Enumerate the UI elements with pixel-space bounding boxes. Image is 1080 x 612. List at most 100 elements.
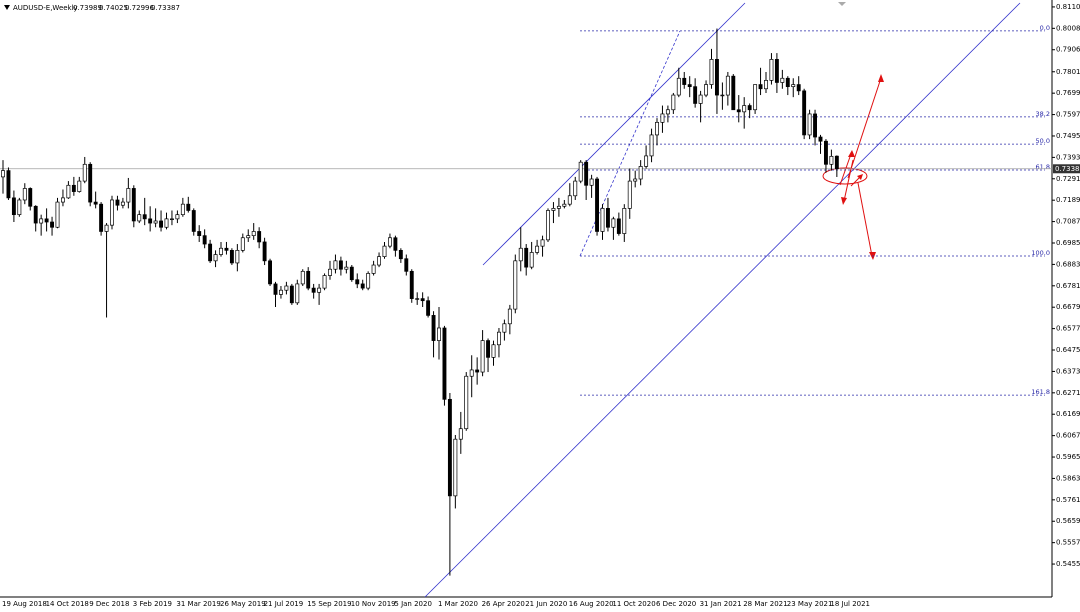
candle-body bbox=[698, 94, 703, 104]
candle-body bbox=[546, 210, 550, 241]
candle-body bbox=[475, 369, 480, 373]
candle-body bbox=[235, 249, 240, 264]
arrow bbox=[857, 182, 873, 257]
candle-body bbox=[388, 237, 392, 247]
candle-body bbox=[638, 166, 643, 180]
candle-body bbox=[573, 180, 578, 197]
candle-body bbox=[39, 218, 44, 224]
candle-body bbox=[437, 327, 441, 341]
candle-body bbox=[676, 77, 681, 96]
candle-body bbox=[273, 283, 278, 295]
candle-body bbox=[540, 239, 545, 247]
candle-body bbox=[262, 241, 267, 262]
candle-body bbox=[17, 199, 22, 216]
fib-label: 161.8 bbox=[1031, 388, 1050, 396]
candle-body bbox=[611, 218, 616, 228]
candle-body bbox=[213, 254, 218, 262]
candle-body bbox=[551, 208, 556, 211]
candle-body bbox=[333, 260, 338, 270]
candle-body bbox=[758, 84, 763, 90]
candle-body bbox=[453, 438, 458, 497]
shift-marker bbox=[838, 2, 846, 6]
candle-body bbox=[567, 195, 572, 205]
candle-body bbox=[584, 161, 589, 186]
candle-body bbox=[131, 188, 136, 222]
arrow bbox=[843, 159, 854, 202]
x-tick-label: 21 Jul 2019 bbox=[264, 600, 304, 608]
candle-body bbox=[665, 109, 670, 115]
candle-body bbox=[709, 59, 714, 85]
fib-label: 38.2 bbox=[1036, 110, 1050, 118]
candle-body bbox=[720, 94, 725, 97]
candle-body bbox=[823, 140, 828, 165]
price-box-label: 0.73387 bbox=[1055, 165, 1080, 173]
candle-body bbox=[431, 315, 436, 341]
candle-body bbox=[426, 300, 431, 316]
arrowhead bbox=[878, 74, 884, 82]
candle-body bbox=[769, 59, 774, 81]
candle-body bbox=[344, 266, 349, 270]
candle-body bbox=[633, 178, 638, 182]
candle-body bbox=[458, 428, 463, 440]
candle-body bbox=[66, 184, 71, 199]
candle-body bbox=[595, 178, 600, 232]
candle-body bbox=[447, 398, 452, 497]
x-tick-label: 1 Mar 2020 bbox=[438, 600, 478, 608]
candle-body bbox=[655, 121, 659, 136]
candle-body bbox=[208, 243, 213, 262]
candle-body bbox=[191, 210, 196, 232]
candle-body bbox=[649, 134, 654, 157]
candle-body bbox=[780, 77, 785, 83]
candle-body bbox=[1, 170, 5, 178]
candle-body bbox=[279, 289, 283, 295]
arrowhead bbox=[857, 174, 863, 180]
candle-body bbox=[524, 247, 529, 268]
candle-body bbox=[268, 260, 273, 285]
candle-body bbox=[622, 208, 627, 234]
candle-body bbox=[88, 163, 93, 203]
candle-body bbox=[159, 220, 163, 228]
fib-label: 0.0 bbox=[1040, 24, 1050, 32]
candle-body bbox=[791, 84, 796, 88]
candle-body bbox=[360, 283, 365, 289]
arrowhead bbox=[841, 197, 847, 205]
candle-body bbox=[616, 218, 621, 234]
symbol-label: AUDUSD-E,Weekly bbox=[13, 4, 78, 12]
candle-body bbox=[148, 218, 153, 224]
candle-body bbox=[295, 283, 300, 304]
candle-body bbox=[764, 80, 768, 90]
candle-body bbox=[77, 180, 82, 192]
x-tick-label: 21 Jun 2020 bbox=[525, 600, 567, 608]
candle-body bbox=[202, 235, 207, 245]
candle-body bbox=[497, 331, 501, 346]
candle-body bbox=[464, 375, 469, 430]
candle-body bbox=[796, 84, 801, 92]
candle-body bbox=[736, 109, 741, 113]
candle-body bbox=[355, 279, 360, 285]
candle-body bbox=[33, 205, 38, 224]
candle-body bbox=[60, 197, 65, 203]
fib-label: 50.0 bbox=[1036, 137, 1050, 145]
x-tick-label: 16 Aug 2020 bbox=[569, 600, 614, 608]
candle-body bbox=[535, 245, 540, 253]
candle-body bbox=[55, 201, 60, 228]
channel-lower bbox=[424, 2, 1021, 598]
x-tick-label: 9 Dec 2018 bbox=[89, 600, 129, 608]
channel-upper bbox=[482, 2, 746, 266]
candle-body bbox=[338, 260, 343, 270]
candle-body bbox=[126, 188, 131, 203]
